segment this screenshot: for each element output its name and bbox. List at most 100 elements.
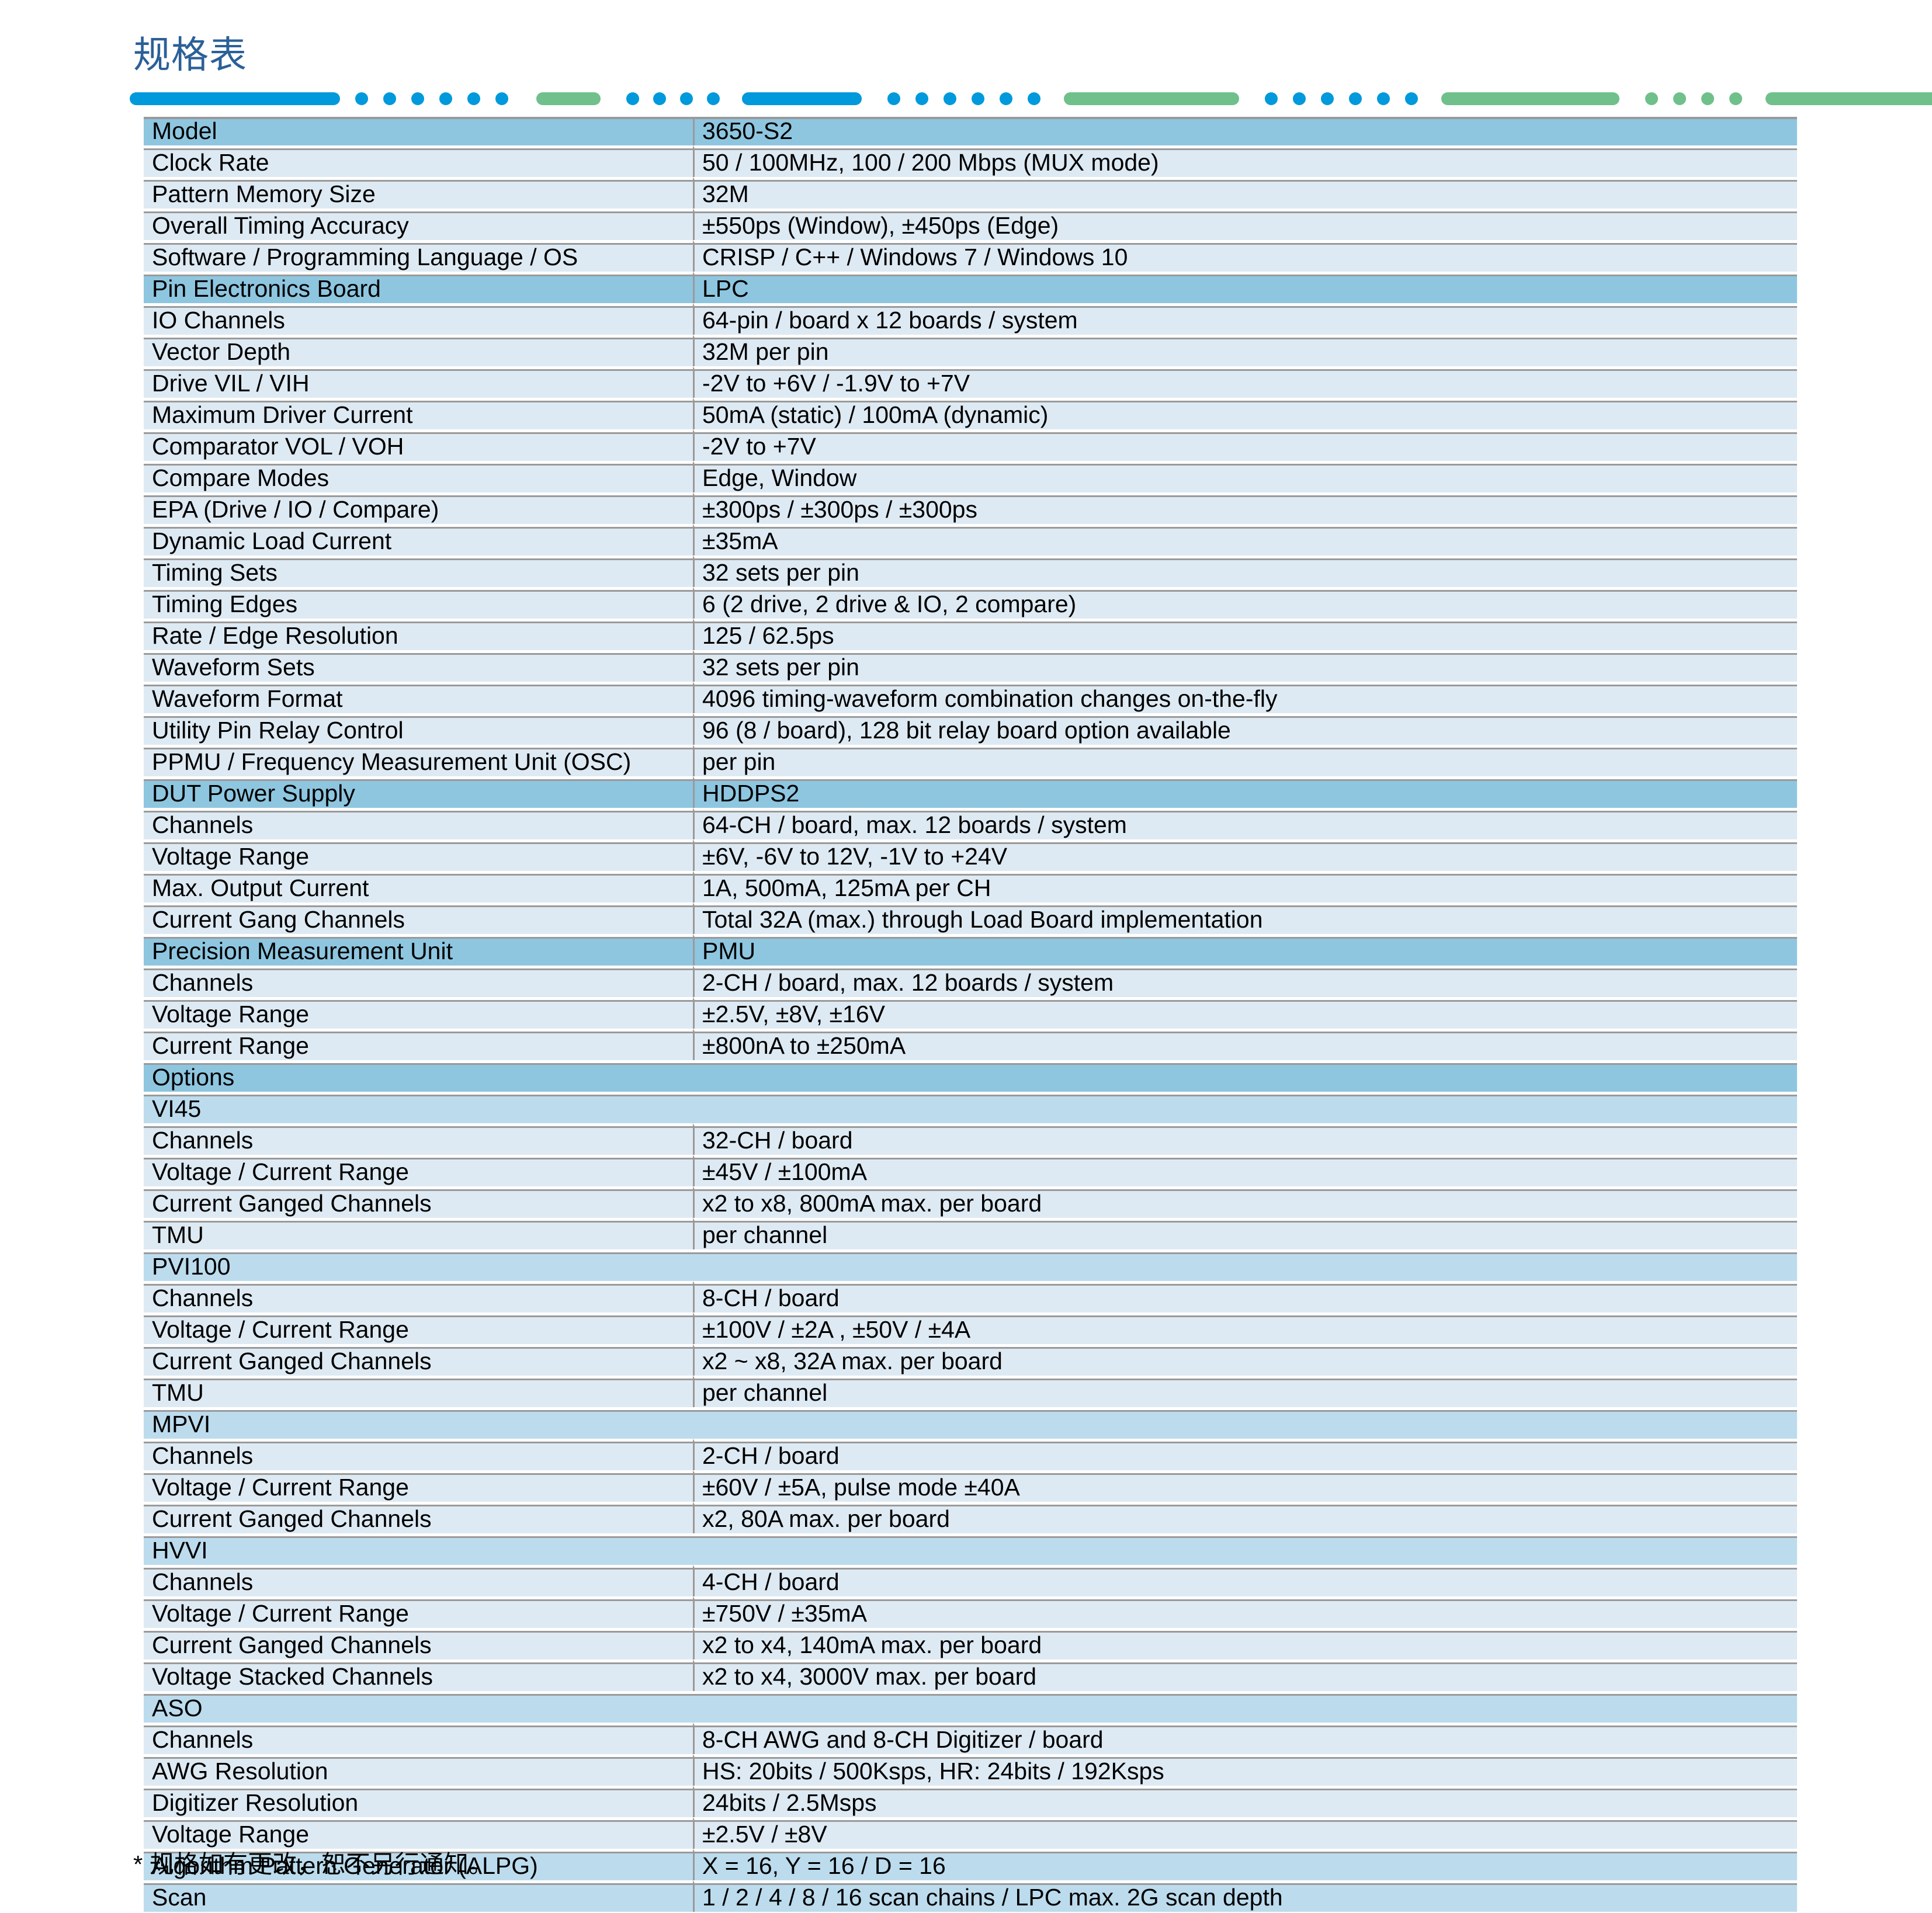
spec-label-cell: AWG Resolution bbox=[144, 1754, 693, 1786]
decorative-rule-segment bbox=[944, 92, 956, 105]
footnote: * 规格如有更改，恕不另行通知。 bbox=[133, 1850, 494, 1878]
spec-label-cell: Current Ganged Channels bbox=[144, 1186, 693, 1218]
decorative-rule-segment bbox=[653, 92, 666, 105]
decorative-rule-segment bbox=[887, 92, 900, 105]
decorative-rule-segment bbox=[742, 92, 862, 105]
table-row: Comparator VOL / VOH -2V to +7V bbox=[144, 429, 1797, 461]
spec-label-cell: Software / Programming Language / OS bbox=[144, 240, 693, 272]
decorative-rule-segment bbox=[1265, 92, 1278, 105]
spec-label-cell: Model bbox=[144, 117, 693, 145]
table-row: Channels 32-CH / board bbox=[144, 1123, 1797, 1155]
spec-label-cell: EPA (Drive / IO / Compare) bbox=[144, 492, 693, 524]
table-row: Vector Depth 32M per pin bbox=[144, 335, 1797, 366]
spec-value-cell: x2 to x4, 140mA max. per board bbox=[693, 1628, 1797, 1659]
table-section-row: PVI100 bbox=[144, 1249, 1797, 1281]
spec-value-cell: HDDPS2 bbox=[693, 776, 1797, 808]
spec-value-cell: LPC bbox=[693, 272, 1797, 303]
spec-label-cell: Voltage Stacked Channels bbox=[144, 1659, 693, 1691]
decorative-rule-segment bbox=[707, 92, 720, 105]
spec-label-cell: ASO bbox=[144, 1691, 1797, 1723]
table-row: Channels 8-CH / board bbox=[144, 1281, 1797, 1313]
decorative-rule-segment bbox=[1028, 92, 1040, 105]
spec-label-cell: Waveform Sets bbox=[144, 650, 693, 682]
table-row: IO Channels 64-pin / board x 12 boards / … bbox=[144, 303, 1797, 335]
spec-value-cell: 32 sets per pin bbox=[693, 556, 1797, 587]
spec-value-cell: PMU bbox=[693, 934, 1797, 966]
spec-value-cell: 8-CH / board bbox=[693, 1281, 1797, 1313]
table-row: Voltage / Current Range ±100V / ±2A , ±50… bbox=[144, 1313, 1797, 1344]
table-row: Voltage / Current Range ±45V / ±100mA bbox=[144, 1155, 1797, 1186]
spec-value-cell: ±750V / ±35mA bbox=[693, 1596, 1797, 1628]
spec-value-cell: ±6V, -6V to 12V, -1V to +24V bbox=[693, 839, 1797, 871]
spec-label-cell: Current Range bbox=[144, 1029, 693, 1060]
decorative-rule-segment bbox=[467, 92, 480, 105]
table-row: Current Ganged Channels x2 to x8, 800mA m… bbox=[144, 1186, 1797, 1218]
spec-label-cell: Options bbox=[144, 1060, 1797, 1092]
table-row: Timing Edges 6 (2 drive, 2 drive & IO, 2 … bbox=[144, 587, 1797, 619]
spec-label-cell: Dynamic Load Current bbox=[144, 524, 693, 556]
spec-label-cell: Precision Measurement Unit bbox=[144, 934, 693, 966]
table-section-row: Pin Electronics Board LPC bbox=[144, 272, 1797, 303]
table-row: Waveform Format 4096 timing-waveform comb… bbox=[144, 682, 1797, 713]
table-row: Drive VIL / VIH -2V to +6V / -1.9V to +7V bbox=[144, 366, 1797, 398]
spec-label-cell: PVI100 bbox=[144, 1249, 1797, 1281]
spec-label-cell: Voltage Range bbox=[144, 1817, 693, 1849]
spec-label-cell: Channels bbox=[144, 808, 693, 839]
table-row: Compare Modes Edge, Window bbox=[144, 461, 1797, 492]
table-row: Clock Rate 50 / 100MHz, 100 / 200 Mbps (M… bbox=[144, 145, 1797, 177]
spec-label-cell: Pattern Memory Size bbox=[144, 177, 693, 209]
spec-value-cell: x2 ~ x8, 32A max. per board bbox=[693, 1344, 1797, 1376]
spec-label-cell: VI45 bbox=[144, 1092, 1797, 1123]
table-row: Software / Programming Language / OS CRIS… bbox=[144, 240, 1797, 272]
spec-value-cell: 125 / 62.5ps bbox=[693, 619, 1797, 650]
spec-label-cell: Overall Timing Accuracy bbox=[144, 209, 693, 240]
spec-value-cell: 8-CH AWG and 8-CH Digitizer / board bbox=[693, 1723, 1797, 1754]
page-title: 规格表 bbox=[133, 34, 247, 76]
decorative-rule-segment bbox=[130, 92, 340, 105]
spec-value-cell: 32-CH / board bbox=[693, 1123, 1797, 1155]
table-row: Current Ganged Channels x2, 80A max. per … bbox=[144, 1502, 1797, 1533]
spec-label-cell: System and Dimension bbox=[144, 1912, 1797, 1913]
decorative-rule-segment bbox=[1405, 92, 1418, 105]
table-row: Channels 2-CH / board, max. 12 boards / s… bbox=[144, 966, 1797, 997]
spec-label-cell: Voltage / Current Range bbox=[144, 1313, 693, 1344]
spec-value-cell: -2V to +7V bbox=[693, 429, 1797, 461]
spec-value-cell: per channel bbox=[693, 1218, 1797, 1249]
spec-value-cell: 1A, 500mA, 125mA per CH bbox=[693, 871, 1797, 902]
spec-label-cell: Drive VIL / VIH bbox=[144, 366, 693, 398]
table-row: Current Ganged Channels x2 to x4, 140mA m… bbox=[144, 1628, 1797, 1659]
spec-label-cell: Channels bbox=[144, 1123, 693, 1155]
decorative-rule-segment bbox=[1701, 92, 1714, 105]
decorative-rule-segment bbox=[972, 92, 984, 105]
spec-label-cell: Voltage / Current Range bbox=[144, 1470, 693, 1502]
bottom-clipped-strip bbox=[0, 1908, 1932, 1913]
spec-value-cell: 2-CH / board bbox=[693, 1439, 1797, 1470]
spec-label-cell: HVVI bbox=[144, 1533, 1797, 1565]
spec-value-cell: -2V to +6V / -1.9V to +7V bbox=[693, 366, 1797, 398]
spec-label-cell: Channels bbox=[144, 1439, 693, 1470]
table-section-row: DUT Power Supply HDDPS2 bbox=[144, 776, 1797, 808]
spec-value-cell: ±550ps (Window), ±450ps (Edge) bbox=[693, 209, 1797, 240]
spec-value-cell: 6 (2 drive, 2 drive & IO, 2 compare) bbox=[693, 587, 1797, 619]
table-section-row: HVVI bbox=[144, 1533, 1797, 1565]
table-row: Voltage Range ±2.5V / ±8V bbox=[144, 1817, 1797, 1849]
spec-value-cell: 32 sets per pin bbox=[693, 650, 1797, 682]
table-row: Channels 8-CH AWG and 8-CH Digitizer / bo… bbox=[144, 1723, 1797, 1754]
spec-label-cell: Utility Pin Relay Control bbox=[144, 713, 693, 745]
spec-value-cell: x2 to x4, 3000V max. per board bbox=[693, 1659, 1797, 1691]
spec-label-cell: Channels bbox=[144, 1565, 693, 1596]
table-row: Dynamic Load Current ±35mA bbox=[144, 524, 1797, 556]
table-section-row: Options bbox=[144, 1060, 1797, 1092]
decorative-rule-segment bbox=[1729, 92, 1742, 105]
spec-value-cell: 3650-S2 bbox=[693, 117, 1797, 145]
table-row: Rate / Edge Resolution 125 / 62.5ps bbox=[144, 619, 1797, 650]
spec-label-cell: Max. Output Current bbox=[144, 871, 693, 902]
spec-label-cell: IO Channels bbox=[144, 303, 693, 335]
decorative-rule-segment bbox=[1293, 92, 1306, 105]
table-row: Overall Timing Accuracy ±550ps (Window), … bbox=[144, 209, 1797, 240]
spec-value-cell: ±2.5V / ±8V bbox=[693, 1817, 1797, 1849]
table-row: Channels 2-CH / board bbox=[144, 1439, 1797, 1470]
spec-value-cell: 4096 timing-waveform combination changes… bbox=[693, 682, 1797, 713]
spec-value-cell: ±300ps / ±300ps / ±300ps bbox=[693, 492, 1797, 524]
